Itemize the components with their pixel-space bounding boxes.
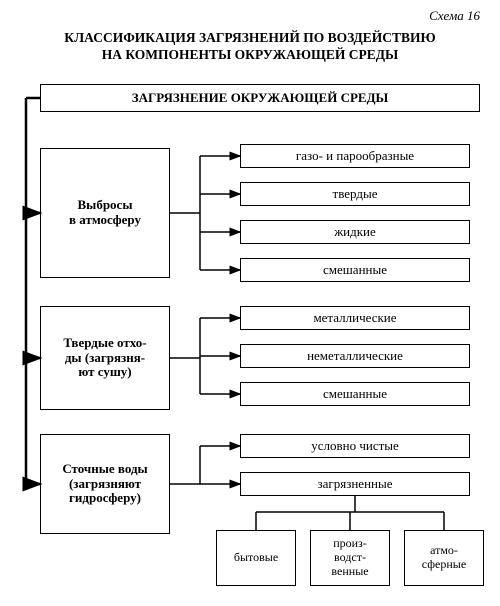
title-line-1: КЛАССИФИКАЦИЯ ЗАГРЯЗНЕНИЙ ПО ВОЗДЕЙСТВИЮ bbox=[64, 30, 435, 45]
cat2-item-2: смешанные bbox=[240, 382, 470, 406]
cat3-item-1: загрязненные bbox=[240, 472, 470, 496]
cat2-item-1: неметаллические bbox=[240, 344, 470, 368]
cat1-item-2: жидкие bbox=[240, 220, 470, 244]
cat2-box: Твердые отхо- ды (загрязня- ют сушу) bbox=[40, 306, 170, 410]
cat3-item-0: условно чистые bbox=[240, 434, 470, 458]
root-box: ЗАГРЯЗНЕНИЕ ОКРУЖАЮЩЕЙ СРЕДЫ bbox=[40, 84, 480, 112]
cat1-item-1: твердые bbox=[240, 182, 470, 206]
cat3-sub-1: произ- водст- венные bbox=[310, 530, 390, 586]
cat3-sub-2: атмо- сферные bbox=[404, 530, 484, 586]
cat3-sub-0: бытовые bbox=[216, 530, 296, 586]
cat1-box: Выбросы в атмосферу bbox=[40, 148, 170, 278]
title-line-2: НА КОМПОНЕНТЫ ОКРУЖАЮЩЕЙ СРЕДЫ bbox=[102, 47, 399, 62]
cat3-box: Сточные воды (загрязняют гидросферу) bbox=[40, 434, 170, 534]
cat1-item-3: смешанные bbox=[240, 258, 470, 282]
cat2-item-0: металлические bbox=[240, 306, 470, 330]
scheme-label: Схема 16 bbox=[429, 8, 480, 24]
page-title: КЛАССИФИКАЦИЯ ЗАГРЯЗНЕНИЙ ПО ВОЗДЕЙСТВИЮ… bbox=[0, 30, 500, 64]
cat1-item-0: газо- и парообразные bbox=[240, 144, 470, 168]
